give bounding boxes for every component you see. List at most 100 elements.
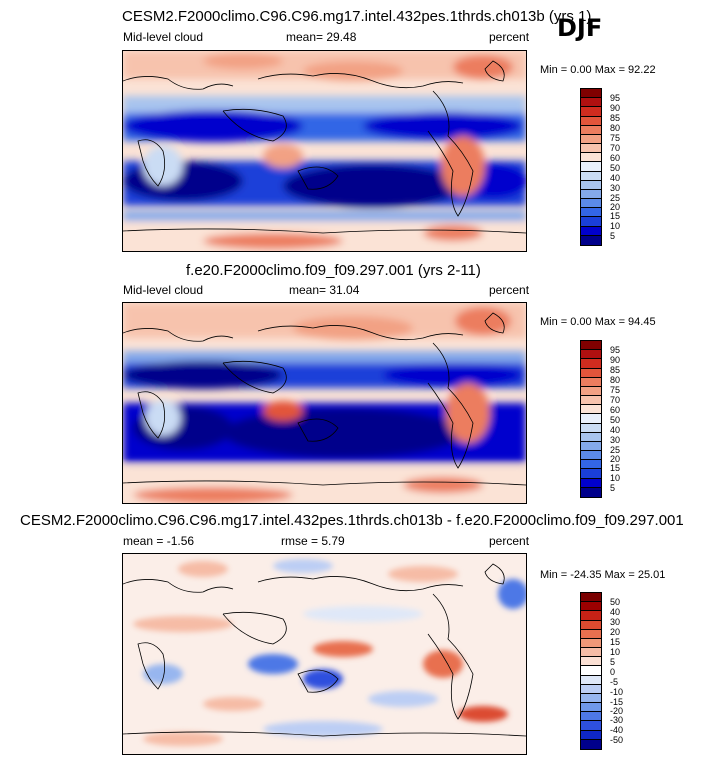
colorbar-segment — [581, 341, 601, 351]
colorbar-tick: 5 — [610, 231, 616, 241]
colorbar-tick: -40 — [610, 725, 624, 735]
panel-3-units-label: percent — [489, 534, 530, 548]
colorbar-tick: 95 — [610, 93, 621, 103]
colorbar-segment — [581, 368, 601, 378]
colorbar-segment — [581, 602, 601, 612]
panel-1-minmax-label: Min = 0.00 Max = 92.22 — [540, 64, 656, 76]
colorbar-tick: 40 — [610, 607, 621, 617]
panel-2-map-field — [123, 303, 526, 503]
colorbar-segment — [581, 730, 601, 740]
colorbar-segment — [581, 144, 601, 154]
colorbar-tick: 15 — [610, 637, 621, 647]
colorbar-tick: 15 — [610, 211, 621, 221]
panel-1-colorbar — [580, 88, 602, 246]
colorbar-segment — [581, 620, 601, 630]
colorbar-tick: 15 — [610, 463, 621, 473]
colorbar-segment — [581, 162, 601, 172]
colorbar-segment — [581, 684, 601, 694]
colorbar-tick: -15 — [610, 697, 624, 707]
panel-2-units-label: percent — [489, 283, 530, 297]
colorbar-segment — [581, 611, 601, 621]
colorbar-tick: 20 — [610, 627, 621, 637]
colorbar-segment — [581, 98, 601, 108]
colorbar-tick: 25 — [610, 445, 621, 455]
colorbar-tick: -50 — [610, 735, 624, 745]
colorbar-tick: 5 — [610, 657, 616, 667]
panel-1-mean-label: mean= 29.48 — [286, 30, 357, 44]
colorbar-tick: 75 — [610, 385, 621, 395]
colorbar-tick: 95 — [610, 345, 621, 355]
panel-3-map-field — [123, 554, 526, 754]
colorbar-segment — [581, 189, 601, 200]
colorbar-segment — [581, 235, 601, 245]
colorbar-tick: 50 — [610, 415, 621, 425]
colorbar-tick: 70 — [610, 395, 621, 405]
colorbar-segment — [581, 629, 601, 639]
panel-2-colorbar — [580, 340, 602, 498]
panel-2-map — [122, 302, 527, 504]
colorbar-segment — [581, 487, 601, 497]
colorbar-segment — [581, 208, 601, 218]
colorbar-tick: 5 — [610, 483, 616, 493]
panel-3-colorbar — [580, 592, 602, 750]
colorbar-segment — [581, 396, 601, 406]
panel-3-rmse-label: rmse = 5.79 — [281, 534, 345, 548]
colorbar-tick: 25 — [610, 193, 621, 203]
colorbar-tick: 40 — [610, 425, 621, 435]
colorbar-segment — [581, 153, 601, 163]
panel-3-map — [122, 553, 527, 755]
colorbar-segment — [581, 217, 601, 227]
colorbar-tick: 60 — [610, 153, 621, 163]
panel-1-units-label: percent — [489, 30, 530, 44]
colorbar-tick: 10 — [610, 221, 621, 231]
colorbar-tick: 70 — [610, 143, 621, 153]
colorbar-segment — [581, 116, 601, 126]
colorbar-tick: 90 — [610, 355, 621, 365]
colorbar-segment — [581, 423, 601, 433]
panel-2-mean-label: mean= 31.04 — [289, 283, 360, 297]
panel-3-title: CESM2.F2000climo.C96.C96.mg17.intel.432p… — [20, 512, 684, 529]
panel-3-minmax-label: Min = -24.35 Max = 25.01 — [540, 569, 666, 581]
colorbar-segment — [581, 638, 601, 649]
panel-1-map — [122, 50, 527, 252]
colorbar-segment — [581, 180, 601, 190]
colorbar-segment — [581, 657, 601, 667]
colorbar-tick: 80 — [610, 123, 621, 133]
colorbar-segment — [581, 451, 601, 461]
panel-1-colorbar-ticks: 95 90 85 80 75 70 60 50 40 30 25 20 15 1… — [580, 88, 640, 246]
colorbar-tick: 85 — [610, 113, 621, 123]
panel-1-map-field — [123, 51, 526, 251]
colorbar-segment — [581, 171, 601, 181]
colorbar-tick: 60 — [610, 405, 621, 415]
colorbar-tick: 50 — [610, 597, 621, 607]
colorbar-segment — [581, 648, 601, 658]
colorbar-tick: 85 — [610, 365, 621, 375]
colorbar-segment — [581, 712, 601, 722]
colorbar-segment — [581, 703, 601, 713]
colorbar-segment — [581, 460, 601, 470]
colorbar-tick: 40 — [610, 173, 621, 183]
colorbar-segment — [581, 107, 601, 117]
panel-2-variable-label: Mid-level cloud — [123, 283, 204, 297]
panel-3-mean-label: mean = -1.56 — [123, 534, 195, 548]
colorbar-tick: 90 — [610, 103, 621, 113]
colorbar-tick: 30 — [610, 617, 621, 627]
colorbar-segment — [581, 441, 601, 452]
colorbar-tick: 75 — [610, 133, 621, 143]
colorbar-segment — [581, 675, 601, 685]
colorbar-segment — [581, 386, 601, 397]
colorbar-tick: 20 — [610, 202, 621, 212]
colorbar-segment — [581, 226, 601, 236]
colorbar-segment — [581, 89, 601, 99]
colorbar-tick: -30 — [610, 715, 624, 725]
colorbar-segment — [581, 134, 601, 145]
colorbar-segment — [581, 350, 601, 360]
colorbar-tick: 10 — [610, 647, 621, 657]
panel-2-colorbar-ticks: 95 90 85 80 75 70 60 50 40 30 25 20 15 1… — [580, 340, 640, 498]
colorbar-tick: 80 — [610, 375, 621, 385]
colorbar-segment — [581, 377, 601, 387]
panel-2-title: f.e20.F2000climo.f09_f09.297.001 (yrs 2-… — [186, 262, 481, 279]
panel-3-colorbar-ticks: 50 40 30 20 15 10 5 0 -5 -10 -15 -20 -30… — [580, 592, 640, 750]
colorbar-tick: -5 — [610, 677, 619, 687]
colorbar-segment — [581, 469, 601, 479]
